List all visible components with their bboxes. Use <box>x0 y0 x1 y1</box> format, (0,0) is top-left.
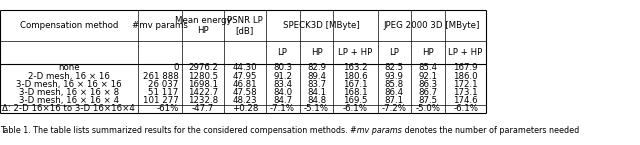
Text: 84.7: 84.7 <box>273 96 292 105</box>
Text: HP: HP <box>310 48 323 57</box>
Text: -47.7: -47.7 <box>192 105 214 114</box>
Text: 83.7: 83.7 <box>307 80 326 89</box>
Text: 91.2: 91.2 <box>273 72 292 81</box>
Text: 167.9: 167.9 <box>453 63 478 72</box>
Text: LP + HP: LP + HP <box>449 48 483 57</box>
Text: 87.1: 87.1 <box>385 96 404 105</box>
Text: 84.1: 84.1 <box>307 88 326 97</box>
Text: -5.1%: -5.1% <box>304 105 329 114</box>
Text: 167.1: 167.1 <box>343 80 368 89</box>
Text: 3-D mesh, 16 × 16 × 8: 3-D mesh, 16 × 16 × 8 <box>19 88 119 97</box>
Text: 1698.1: 1698.1 <box>188 80 218 89</box>
Text: LP + HP: LP + HP <box>339 48 372 57</box>
Text: 86.7: 86.7 <box>419 88 437 97</box>
Text: none: none <box>58 63 79 72</box>
Text: PSNR LP
[dB]: PSNR LP [dB] <box>227 16 262 35</box>
Text: 47.95: 47.95 <box>232 72 257 81</box>
Text: -7.1%: -7.1% <box>270 105 295 114</box>
Text: 173.1: 173.1 <box>453 88 478 97</box>
Text: 84.0: 84.0 <box>273 88 292 97</box>
Text: 174.6: 174.6 <box>453 96 478 105</box>
Text: 169.5: 169.5 <box>343 96 368 105</box>
Text: 168.1: 168.1 <box>343 88 368 97</box>
Text: 93.9: 93.9 <box>385 72 404 81</box>
Text: Table 1. The table lists summarized results for the considered compensation meth: Table 1. The table lists summarized resu… <box>0 126 350 135</box>
Text: #mv params: #mv params <box>350 126 402 135</box>
Text: 51 117: 51 117 <box>148 88 179 97</box>
Text: Compensation method: Compensation method <box>20 21 118 30</box>
Text: LP: LP <box>278 48 287 57</box>
Text: 82.5: 82.5 <box>385 63 404 72</box>
Text: Δ: 2-D 16×16 to 3-D 16×16×4: Δ: 2-D 16×16 to 3-D 16×16×4 <box>3 105 135 114</box>
Text: HP: HP <box>422 48 434 57</box>
Text: 86.4: 86.4 <box>385 88 404 97</box>
Text: SPECK3D [MByte]: SPECK3D [MByte] <box>284 21 360 30</box>
Text: 163.2: 163.2 <box>343 63 368 72</box>
Text: +0.28: +0.28 <box>232 105 258 114</box>
Text: 80.3: 80.3 <box>273 63 292 72</box>
Text: 2-D mesh, 16 × 16: 2-D mesh, 16 × 16 <box>28 72 109 81</box>
Text: 92.1: 92.1 <box>419 72 437 81</box>
Text: LP: LP <box>389 48 399 57</box>
Text: -6.1%: -6.1% <box>453 105 478 114</box>
Text: -6.1%: -6.1% <box>343 105 368 114</box>
Text: 47.58: 47.58 <box>232 88 257 97</box>
Text: 101 277: 101 277 <box>143 96 179 105</box>
Text: 3-D mesh, 16 × 16 × 16: 3-D mesh, 16 × 16 × 16 <box>16 80 122 89</box>
Text: 82.9: 82.9 <box>307 63 326 72</box>
Text: 83.4: 83.4 <box>273 80 292 89</box>
Text: 85.8: 85.8 <box>385 80 404 89</box>
Text: JPEG 2000 3D [MByte]: JPEG 2000 3D [MByte] <box>384 21 480 30</box>
Text: 3-D mesh, 16 × 16 × 4: 3-D mesh, 16 × 16 × 4 <box>19 96 119 105</box>
Text: 85.4: 85.4 <box>419 63 437 72</box>
Text: -5.0%: -5.0% <box>415 105 440 114</box>
Text: -61%: -61% <box>156 105 179 114</box>
Text: 261 888: 261 888 <box>143 72 179 81</box>
Text: 86.3: 86.3 <box>419 80 437 89</box>
Text: 172.1: 172.1 <box>453 80 478 89</box>
Text: 89.4: 89.4 <box>307 72 326 81</box>
Text: 48.23: 48.23 <box>232 96 257 105</box>
Text: 1422.7: 1422.7 <box>188 88 218 97</box>
Text: 180.6: 180.6 <box>343 72 368 81</box>
Text: Mean energy
HP: Mean energy HP <box>175 16 232 35</box>
Text: 186.0: 186.0 <box>453 72 478 81</box>
Text: 87.5: 87.5 <box>419 96 437 105</box>
Text: 2976.2: 2976.2 <box>188 63 218 72</box>
Text: 1280.5: 1280.5 <box>188 72 218 81</box>
Text: 1232.8: 1232.8 <box>188 96 218 105</box>
Text: 0: 0 <box>173 63 179 72</box>
Text: denotes the number of parameters needed: denotes the number of parameters needed <box>402 126 579 135</box>
Text: 44.30: 44.30 <box>232 63 257 72</box>
Text: #mv params: #mv params <box>132 21 188 30</box>
Text: 26 037: 26 037 <box>148 80 179 89</box>
Text: -7.2%: -7.2% <box>381 105 407 114</box>
Text: 84.8: 84.8 <box>307 96 326 105</box>
Text: 46.81: 46.81 <box>232 80 257 89</box>
